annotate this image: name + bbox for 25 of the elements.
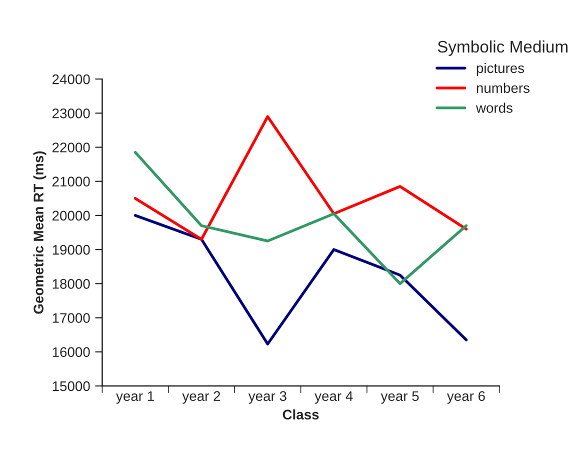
- y-axis-title: Geometric Mean RT (ms): [33, 151, 46, 314]
- x-tick-label: year 5: [380, 391, 419, 404]
- y-tick-label: 20000: [52, 210, 90, 221]
- legend-label: pictures: [476, 62, 524, 76]
- y-tick-label: 23000: [52, 108, 90, 118]
- legend-label: words: [476, 102, 513, 113]
- y-tick-label: 21000: [52, 176, 90, 187]
- x-tick-label: year 2: [182, 391, 220, 404]
- x-tick-label: year 3: [248, 391, 286, 404]
- y-tick-label: 22000: [52, 142, 90, 152]
- y-tick-label: 19000: [52, 244, 90, 255]
- y-tick-label: 16000: [52, 347, 90, 358]
- y-tick-label: 17000: [52, 313, 90, 323]
- line-series: [134, 214, 468, 346]
- x-tick-label: year 1: [116, 391, 154, 404]
- x-axis-title: Class: [282, 409, 319, 420]
- y-tick-label: 24000: [52, 74, 90, 84]
- legend-title: Symbolic Medium: [438, 40, 568, 56]
- line-series: [134, 115, 468, 241]
- y-tick-label: 18000: [52, 278, 90, 289]
- y-tick-label: 15000: [52, 381, 90, 392]
- legend-label: numbers: [476, 82, 530, 93]
- x-tick-label: year 4: [314, 391, 353, 404]
- x-tick-label: year 6: [446, 391, 485, 404]
- line-series: [134, 150, 468, 286]
